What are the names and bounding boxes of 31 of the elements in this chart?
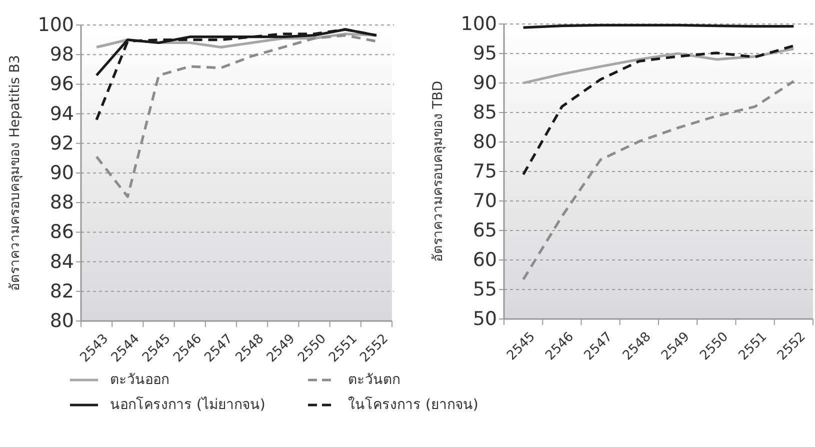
legend-label: ตะวันตก: [348, 372, 400, 388]
y-tick-label: 80: [50, 310, 74, 332]
y-tick-label: 92: [50, 132, 74, 154]
y-tick-label: 95: [472, 42, 497, 64]
y-tick-label: 100: [460, 13, 497, 35]
y-tick-label: 80: [472, 131, 497, 153]
y-tick-label: 90: [50, 162, 74, 184]
legend-label: ตะวันออก: [110, 372, 169, 388]
y-tick-label: 96: [50, 73, 74, 96]
y-axis-title: อัตราความครอบคลุมของ Hepatitis B3: [7, 55, 23, 291]
y-tick-label: 86: [50, 221, 74, 244]
legend-label: ในโครงการ (ยากจน): [348, 396, 478, 413]
y-tick-label: 70: [472, 190, 497, 212]
y-tick-label: 94: [50, 102, 74, 125]
line-series: [522, 80, 795, 281]
line-series: [95, 34, 378, 198]
y-tick-label: 85: [472, 102, 497, 124]
y-tick-label: 82: [50, 280, 74, 302]
y-tick-label: 100: [38, 14, 74, 36]
y-tick-label: 98: [50, 44, 74, 66]
y-axis-title: อัตราความครอบคลุมของ TBD: [430, 80, 446, 262]
y-tick-label: 60: [472, 249, 497, 271]
y-tick-label: 84: [50, 250, 74, 273]
legend-label: นอกโครงการ (ไม่ยากจน): [110, 396, 266, 413]
y-tick-label: 50: [472, 308, 497, 330]
y-tick-label: 55: [472, 278, 497, 300]
y-tick-label: 90: [472, 72, 497, 94]
y-tick-label: 65: [472, 220, 497, 242]
line-series: [522, 44, 795, 176]
y-tick-label: 75: [472, 160, 497, 182]
y-tick-label: 88: [50, 192, 74, 214]
